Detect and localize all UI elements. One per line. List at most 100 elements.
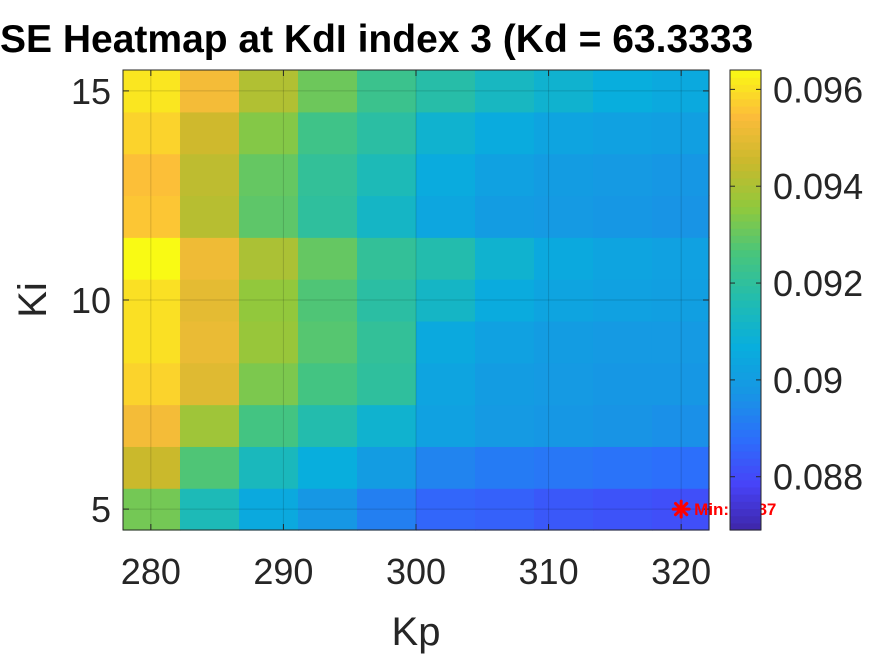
heatmap-cell [239, 320, 299, 364]
heatmap-cell [357, 446, 417, 489]
heatmap-cell [123, 279, 181, 322]
heatmap-cell [474, 404, 535, 447]
colorbar-tick-label: 0.088 [773, 457, 863, 498]
colorbar-segment [730, 199, 761, 208]
colorbar-segment [730, 436, 761, 445]
heatmap-cell [651, 195, 710, 238]
colorbar-segment [730, 70, 761, 78]
colorbar-segment [730, 343, 761, 351]
heatmap-cell [298, 237, 358, 280]
colorbar-segment [730, 141, 761, 150]
heatmap-cell [357, 237, 417, 280]
colorbar-segment [730, 407, 761, 416]
colorbar-segment [730, 98, 761, 107]
heatmap-cell [180, 320, 240, 364]
minimum-marker [671, 499, 691, 519]
heatmap-cell [416, 488, 476, 531]
heatmap-cell [651, 362, 710, 406]
heatmap-cell [533, 488, 594, 531]
chart-title: SE Heatmap at KdI index 3 (Kd = 63.3333 [0, 18, 753, 61]
colorbar-segment [730, 156, 761, 165]
heatmap-cell [180, 488, 240, 531]
heatmap-cell [533, 446, 594, 489]
heatmap-cell [474, 279, 535, 322]
heatmap-cell [474, 153, 535, 197]
colorbar-segment [730, 335, 761, 344]
colorbar-segment [730, 400, 761, 409]
heatmap-cell [298, 404, 358, 447]
heatmap-cell [298, 153, 358, 197]
colorbar-segment [730, 185, 761, 193]
colorbar-segment [730, 206, 761, 215]
colorbar-segment [730, 364, 761, 373]
heatmap-cell [416, 70, 476, 113]
heatmap-cell [239, 70, 299, 113]
colorbar-segment [730, 163, 761, 172]
heatmap-cell [180, 446, 240, 489]
colorbar-segment [730, 393, 761, 402]
heatmap-cell [651, 404, 710, 447]
heatmap-cell [357, 111, 417, 155]
colorbar-segment [730, 228, 761, 236]
heatmap-cell [239, 237, 299, 280]
x-axis-label: Kp [392, 610, 441, 654]
x-tick-label: 300 [386, 551, 446, 592]
x-tick-label: 280 [121, 551, 181, 592]
colorbar-segment [730, 465, 761, 474]
colorbar-segment [730, 371, 761, 380]
colorbar-tick-label: 0.092 [773, 263, 863, 304]
heatmap-cell [651, 153, 710, 197]
heatmap-cell [239, 488, 299, 531]
heatmap-cell [592, 446, 653, 489]
heatmap-cell [123, 446, 181, 489]
heatmap-cell [474, 362, 535, 406]
colorbar-segment [730, 422, 761, 430]
heatmap-cell [180, 195, 240, 238]
heatmap-cell [474, 237, 535, 280]
colorbar-segment [730, 192, 761, 200]
heatmap-cell [651, 237, 710, 280]
heatmap-cell [357, 362, 417, 406]
colorbar-segment [730, 307, 761, 315]
colorbar-segment [730, 213, 761, 222]
colorbar-frame [729, 69, 762, 531]
heatmap-cell [416, 446, 476, 489]
colorbar-segment [730, 242, 761, 251]
heatmap-cell [357, 195, 417, 238]
heatmap-cell [298, 488, 358, 531]
colorbar-segment [730, 264, 761, 272]
colorbar-segment [730, 350, 761, 359]
colorbar-segment [730, 522, 761, 531]
heatmap-cell [357, 320, 417, 364]
colorbar-segment [730, 149, 761, 157]
colorbar-segment [730, 120, 761, 129]
heatmap-cell [298, 446, 358, 489]
heatmap-cell [416, 111, 476, 155]
marker-stroke [674, 501, 689, 517]
x-tick-label: 290 [253, 551, 313, 592]
colorbar-segment [730, 235, 761, 244]
heatmap-cell [416, 404, 476, 447]
heatmap-cell [533, 320, 594, 364]
colorbar-segment [730, 357, 761, 366]
colorbar-segment [730, 494, 761, 502]
heatmap-cell [592, 237, 653, 280]
heatmap-cell [651, 70, 710, 113]
heatmap-cell [180, 237, 240, 280]
colorbar-segment [730, 450, 761, 459]
y-axis-label: Ki [11, 282, 55, 318]
colorbar-segment [730, 91, 761, 100]
heatmap-cell [416, 195, 476, 238]
heatmap-cell [298, 70, 358, 113]
colorbar-segment [730, 278, 761, 287]
colorbar-segment [730, 113, 761, 121]
heatmap-cell [651, 279, 710, 322]
colorbar-segment [730, 271, 761, 280]
colorbar: 0.088 0.09 0.092 0.094 0.096 [729, 69, 863, 531]
y-tick-label: 5 [91, 489, 111, 530]
colorbar-segment [730, 300, 761, 308]
colorbar-segment [730, 415, 761, 423]
heatmap-cell [592, 488, 653, 531]
colorbar-segment [730, 321, 761, 330]
